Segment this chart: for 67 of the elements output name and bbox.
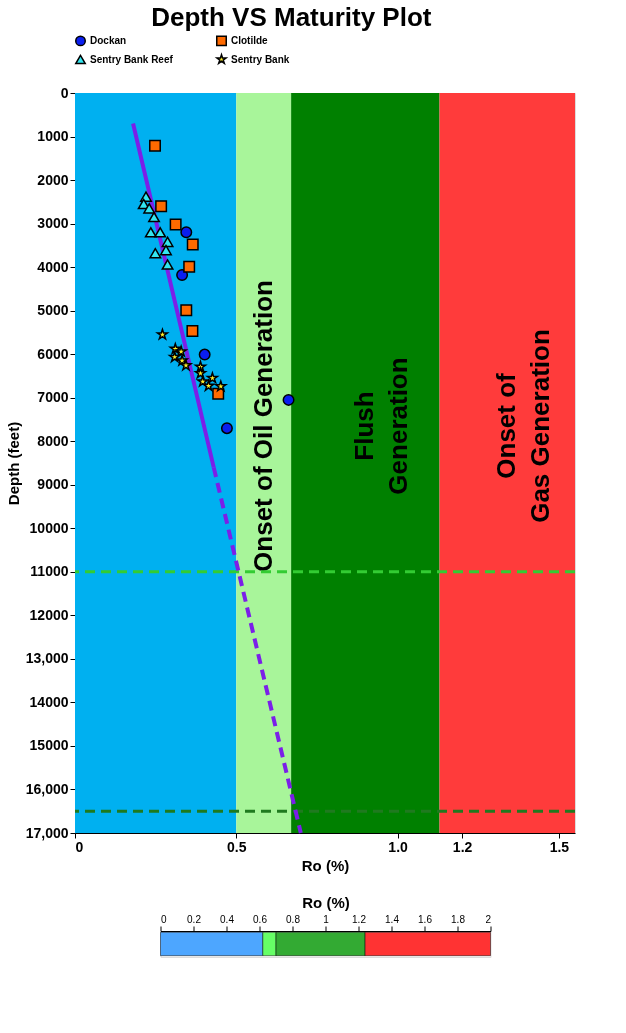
x-tick-label: 0.6 [253, 913, 268, 925]
y-tick-label: 4000 [37, 258, 69, 275]
point [149, 247, 162, 259]
x-tick-label: 2 [485, 913, 492, 925]
x-tick-label: 0.8 [286, 913, 301, 925]
y-axis-title: Depth (feet) [4, 421, 22, 506]
point [180, 226, 193, 239]
point [220, 422, 233, 435]
y-tick-label: 11000 [30, 563, 69, 580]
y-tick-label: 9000 [37, 476, 69, 493]
legend-label: Sentry Bank [231, 53, 290, 65]
chart-title: Depth VS Maturity Plot [151, 2, 432, 32]
point [149, 139, 161, 152]
legend-label: Sentry Bank Reef [90, 53, 174, 65]
point [161, 236, 174, 248]
x-tick-label: 1.6 [418, 913, 433, 925]
y-tick-label: 12000 [29, 606, 69, 623]
point [282, 393, 295, 406]
band-label: Onset of Oil Generation [247, 280, 278, 572]
y-tick-label: 3000 [37, 215, 69, 232]
x-axis-title: Ro (%) [301, 856, 350, 874]
point [154, 227, 167, 238]
y-tick-label: 17,000 [25, 824, 69, 841]
y-tick-label: 1000 [37, 128, 69, 145]
y-tick-label: 2000 [37, 171, 69, 188]
y-tick-label: 0 [60, 84, 69, 101]
x-tick-label: 0.4 [220, 913, 235, 925]
point [156, 328, 169, 340]
x-tick-label: 1.2 [452, 838, 473, 855]
y-tick-label: 14000 [29, 693, 69, 710]
y-tick-label: 5000 [37, 302, 69, 319]
x-tick-label: 1.5 [549, 838, 570, 855]
point [183, 260, 196, 273]
point [159, 244, 172, 256]
x-tick-label: 0 [75, 838, 84, 855]
legend-label: Clotilde [231, 34, 269, 46]
point [143, 203, 156, 214]
y-tick-label: 8000 [37, 432, 69, 449]
x-tick-label: 0.2 [187, 913, 202, 925]
band-label: Flush Generation [349, 357, 414, 495]
x-tick-label: 0.5 [227, 838, 247, 855]
y-tick-label: 16,000 [25, 780, 69, 797]
x-tick-label: 1.0 [388, 838, 409, 855]
point [144, 227, 157, 238]
point [186, 238, 199, 251]
x-axis-title: Ro (%) [302, 893, 350, 911]
y-tick-label: 13,000 [25, 650, 69, 667]
point [169, 218, 182, 231]
x-tick-label: 1.4 [385, 913, 400, 925]
point [215, 380, 227, 392]
point [180, 304, 193, 317]
x-tick-label: 1.2 [352, 913, 367, 925]
band-label: Onset of Gas Generation [491, 329, 556, 523]
legend-label: Dockan [90, 34, 127, 46]
point [155, 200, 168, 213]
point [176, 268, 189, 281]
y-tick-label: 10000 [29, 519, 69, 536]
y-tick-label: 15000 [29, 737, 69, 754]
x-tick-label: 0 [161, 913, 167, 925]
y-tick-label: 7000 [37, 389, 69, 406]
point [161, 259, 174, 270]
x-tick-label: 1.8 [451, 913, 466, 925]
point [198, 348, 211, 361]
x-tick-label: 1 [323, 913, 330, 925]
y-tick-label: 6000 [37, 345, 69, 362]
point [186, 325, 199, 338]
point [148, 211, 161, 223]
